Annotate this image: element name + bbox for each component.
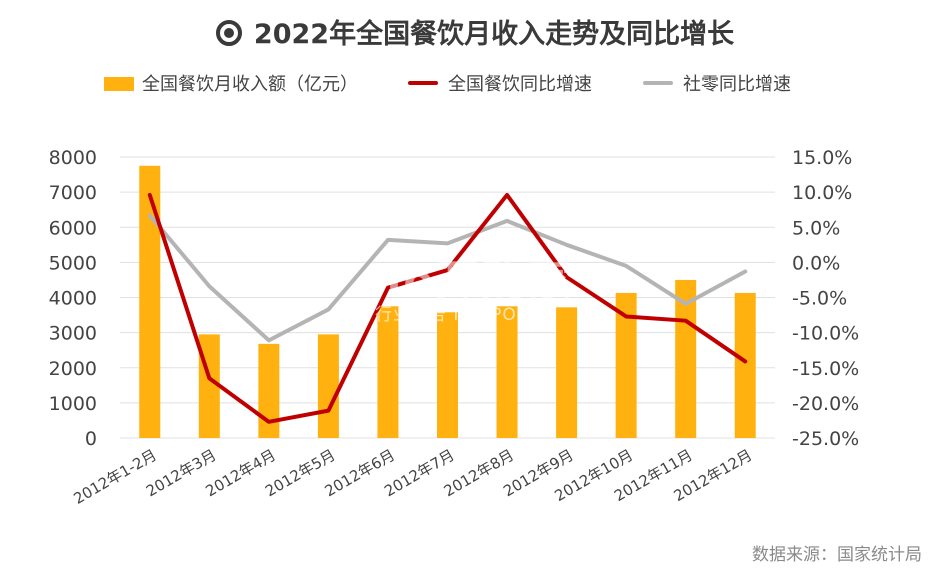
source-note: 数据来源：国家统计局 [752,545,922,565]
y-right-tick-label: 10.0% [792,182,852,204]
y-left-tick-label: 3000 [49,323,97,345]
legend-swatch-line1 [408,81,438,85]
legend-item-bar: 全国餐饮月收入额（亿元） [104,70,358,96]
y-left-tick-label: 6000 [49,217,97,239]
series-line-catering [147,192,748,424]
legend-label-line2: 社零同比增速 [683,74,791,95]
y-right-tick-label: -10.0% [792,323,859,345]
legend-label-bar: 全国餐饮月收入额（亿元） [142,74,358,95]
bar [556,307,578,438]
legend-item-line2: 社零同比增速 [643,70,791,96]
legend-swatch-bar [104,77,134,91]
y-left-tick-label: 4000 [49,288,97,310]
target-icon [215,20,242,46]
legend-label-line1: 全国餐饮同比增速 [448,74,592,95]
y-right-tick-label: 5.0% [792,217,840,239]
y-left-tick-label: 7000 [49,182,97,204]
bar [317,334,339,438]
y-left-tick-label: 5000 [49,252,97,274]
y-left-tick-label: 2000 [49,358,97,380]
bar [437,312,458,438]
y-right-tick-label: 0.0% [792,252,840,274]
y-right-tick-label: -20.0% [792,393,859,415]
bar [734,292,756,438]
chart-title: 2022年全国餐饮月收入走势及同比增长 [0,12,950,51]
y-right-tick-label: 15.0% [792,147,852,169]
bar [139,165,161,438]
series-line-retail [147,213,748,343]
y-left-tick-label: 0 [85,428,97,450]
bar [615,292,637,438]
bar [496,306,518,438]
legend: 全国餐饮月收入额（亿元） 全国餐饮同比增速 社零同比增速 [0,70,950,96]
bar [258,343,280,438]
x-tick-label: 2012年1-2月 [71,446,160,508]
y-right-tick-label: -15.0% [792,358,859,380]
chart-title-text: 2022年全国餐饮月收入走势及同比增长 [253,19,735,50]
y-right-tick-label: -25.0% [792,428,859,450]
y-right-tick-label: -5.0% [792,288,847,310]
y-left-tick-label: 8000 [49,147,97,169]
y-left-tick-label: 1000 [49,393,97,415]
bar [377,306,399,438]
legend-swatch-line2 [643,81,673,85]
legend-item-line1: 全国餐饮同比增速 [408,70,592,96]
